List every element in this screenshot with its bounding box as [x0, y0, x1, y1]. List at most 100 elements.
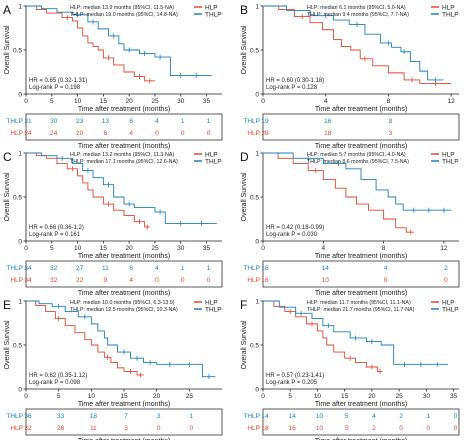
y-tick-label: 1	[18, 299, 22, 306]
x-tick-label: 12	[448, 98, 456, 105]
x-tick-label: 15	[341, 393, 349, 400]
at-risk-table	[25, 260, 223, 288]
at-risk-x-label: Time after treatment (months)	[315, 290, 407, 297]
legend-median-text: HLP: median 11.7 months (95%CI, 11.1-NA)	[307, 300, 411, 306]
x-tick-label: 0	[261, 393, 265, 400]
curve-hlp	[263, 300, 383, 372]
legend-median-text: THLP: median 9.4 months (95%CI, 7.7-NA)	[307, 12, 409, 18]
x-tick-label: 5	[57, 393, 61, 400]
at-risk-value-hlp: 10	[316, 425, 324, 432]
at-risk-value-thlp: 7	[124, 413, 128, 420]
curve-thlp	[263, 152, 452, 211]
at-risk-label-hlp: HLP	[247, 130, 260, 137]
at-risk-value-thlp: 14	[322, 265, 330, 272]
x-tick-label: 25	[186, 393, 194, 400]
at-risk-value-hlp: 0	[454, 425, 458, 432]
y-axis-label: Overall Survival	[4, 172, 11, 221]
at-risk-value-thlp: 3	[157, 413, 161, 420]
at-risk-value-hlp: 4	[129, 277, 133, 284]
y-tick-label: 1	[255, 4, 259, 11]
at-risk-value-thlp: 30	[50, 118, 58, 125]
x-axis-label: Time after treatment (months)	[78, 253, 170, 260]
legend-label-thlp: THLP	[205, 307, 222, 314]
at-risk-label-hlp: HLP	[10, 277, 23, 284]
y-axis-label: Overall Survival	[4, 25, 11, 74]
at-risk-table	[262, 408, 460, 436]
panel-letter: B	[240, 3, 248, 17]
y-tick-label: 0	[18, 239, 22, 246]
at-risk-value-thlp: 6	[129, 265, 133, 272]
y-tick-label: 0	[18, 387, 22, 394]
legend-median-text: THLP: median 8.6 months (95%CI, 7.5-NA)	[307, 159, 409, 165]
panel-letter: E	[3, 298, 11, 312]
at-risk-value-thlp: 14	[289, 413, 297, 420]
legend-label-hlp: HLP	[205, 5, 218, 12]
stats-text: HR = 0.57 (0.23-1.41)	[266, 373, 324, 379]
x-tick-label: 0	[24, 98, 28, 105]
curve-hlp	[263, 152, 414, 233]
at-risk-value-thlp: 4	[384, 265, 388, 272]
at-risk-value-thlp: 19	[261, 118, 269, 125]
at-risk-value-hlp: 0	[157, 425, 161, 432]
curve-hlp	[263, 5, 452, 84]
legend-median-text: THLP: median 12.5 months (95%CI, 10.3-NA…	[70, 307, 178, 313]
x-tick-label: 0	[24, 245, 28, 252]
legend-label-hlp: HLP	[205, 300, 218, 307]
y-tick-label: 0	[255, 387, 259, 394]
legend-median-text: HLP: median 10.0 months (95%CI, 6.3-13.9…	[70, 300, 175, 306]
panel-letter: A	[3, 3, 11, 17]
at-risk-value-hlp: 3	[389, 130, 393, 137]
at-risk-value-thlp: 11	[102, 265, 109, 272]
at-risk-value-thlp: 18	[90, 413, 98, 420]
x-tick-label: 8	[382, 245, 386, 252]
at-risk-label-thlp: THLP	[6, 118, 23, 125]
at-risk-x-label: Time after treatment (months)	[78, 143, 170, 150]
at-risk-value-thlp: 33	[57, 413, 65, 420]
legend-median-text: THLP: median 17.1 months (95%CI, 12.6-NA…	[70, 159, 178, 165]
y-axis-label: Overall Survival	[241, 320, 248, 369]
y-tick-label: 0.5	[13, 343, 22, 350]
x-tick-label: 5	[50, 245, 54, 252]
x-tick-label: 0	[261, 98, 265, 105]
stats-text: Log-rank P = 0.205	[266, 380, 318, 386]
at-risk-value-thlp: 27	[76, 265, 84, 272]
legend-median-text: HLP: median 13.9 months (95%CI, 11.5-NA)	[70, 5, 174, 11]
curve-hlp	[26, 152, 150, 228]
at-risk-x-label: Time after treatment (months)	[315, 143, 407, 150]
panel-letter: D	[240, 150, 249, 164]
x-tick-label: 25	[151, 245, 159, 252]
at-risk-label-thlp: THLP	[243, 265, 260, 272]
legend-median-text: HLP: median 6.1 months (95%CI, 5.0-NA)	[307, 5, 406, 11]
y-tick-label: 0	[255, 239, 259, 246]
x-tick-label: 8	[387, 98, 391, 105]
at-risk-value-hlp: 16	[289, 425, 297, 432]
curve-thlp	[263, 5, 444, 81]
at-risk-value-thlp: 16	[324, 118, 332, 125]
x-tick-label: 0	[261, 245, 265, 252]
at-risk-x-label: Time after treatment (months)	[78, 438, 170, 440]
curve-thlp	[26, 300, 216, 378]
x-tick-label: 10	[74, 245, 82, 252]
at-risk-value-thlp: 6	[129, 118, 133, 125]
x-tick-label: 15	[100, 245, 108, 252]
legend-label-thlp: THLP	[205, 12, 222, 19]
legend-label-hlp: HLP	[442, 300, 455, 307]
legend-label-thlp: THLP	[442, 307, 459, 314]
stats-text: HR = 0.65 (0.32-1.31)	[29, 78, 87, 84]
at-risk-table	[25, 113, 223, 141]
legend-label-thlp: THLP	[205, 159, 222, 166]
at-risk-label-thlp: THLP	[6, 413, 23, 420]
legend-label-hlp: HLP	[442, 5, 455, 12]
x-tick-label: 35	[450, 393, 458, 400]
y-axis-label: Overall Survival	[241, 172, 248, 221]
at-risk-value-hlp: 9	[104, 277, 108, 284]
at-risk-value-hlp: 0	[427, 425, 431, 432]
at-risk-value-thlp: 1	[207, 265, 211, 272]
x-tick-label: 35	[203, 98, 211, 105]
at-risk-value-thlp: 31	[24, 118, 32, 125]
x-axis-label: Time after treatment (months)	[315, 253, 407, 260]
at-risk-value-hlp: 18	[324, 130, 332, 137]
x-tick-label: 20	[368, 393, 376, 400]
